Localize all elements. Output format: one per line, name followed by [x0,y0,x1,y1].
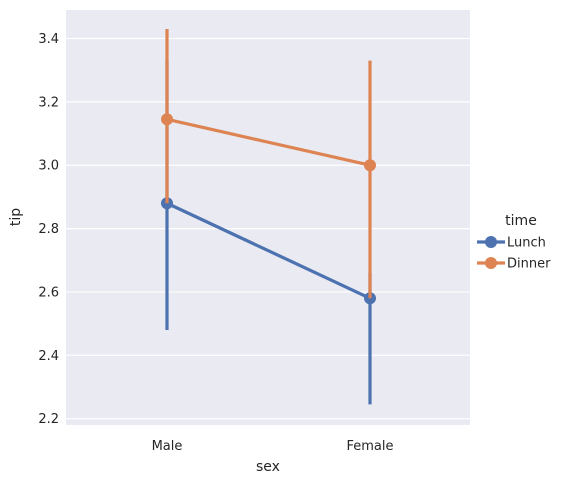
legend-label: Dinner [507,257,551,272]
x-axis-label: sex [256,459,280,475]
gridlines [66,37,470,420]
legend-label: Lunch [507,236,546,251]
legend-items: Lunch Dinner [477,236,551,272]
legend: time Lunch Dinner [477,213,551,272]
legend-title: time [505,213,537,229]
series-dinner [161,29,376,299]
legend-item-lunch: Lunch [477,236,546,251]
y-tick-label: 2.8 [38,222,59,237]
data-point [161,113,173,126]
x-tick-label: Male [152,439,183,454]
legend-item-dinner: Dinner [477,257,551,272]
y-tick-label: 3.4 [38,32,59,47]
plot-area [66,10,470,425]
y-tick-labels: 2.2 2.4 2.6 2.8 3.0 3.2 3.4 [38,32,59,427]
y-axis-label: tip [8,208,24,226]
legend-marker [485,257,497,269]
x-tick-label: Female [346,439,393,454]
legend-marker [485,236,497,248]
y-tick-label: 2.2 [38,412,59,427]
series-layer [161,29,376,405]
x-tick-labels: Male Female [152,439,394,454]
series-line [166,201,371,300]
y-tick-label: 2.4 [38,349,59,364]
data-point [364,159,376,172]
y-tick-label: 3.0 [38,159,59,174]
series-line [166,117,371,167]
y-tick-label: 3.2 [38,95,59,110]
y-tick-label: 2.6 [38,285,59,300]
